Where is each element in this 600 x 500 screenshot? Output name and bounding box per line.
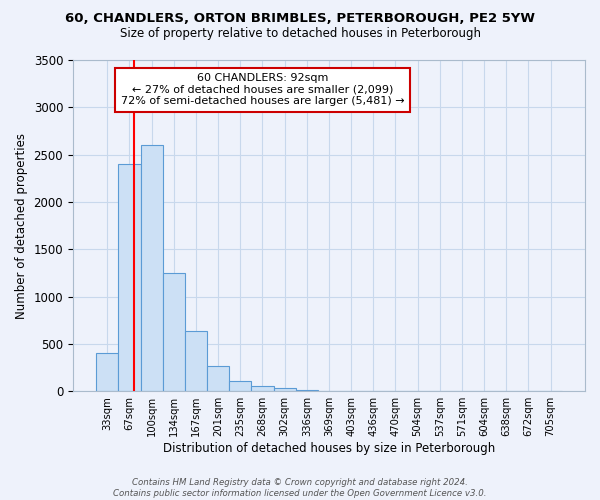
Bar [140, 145, 163, 391]
X-axis label: Distribution of detached houses by size in Peterborough: Distribution of detached houses by size … [163, 442, 495, 455]
Bar [185, 330, 207, 391]
Bar [229, 381, 251, 391]
Bar [163, 273, 185, 391]
Text: Contains HM Land Registry data © Crown copyright and database right 2024.
Contai: Contains HM Land Registry data © Crown c… [113, 478, 487, 498]
Bar [207, 366, 229, 391]
Bar [296, 390, 318, 391]
Text: 60 CHANDLERS: 92sqm
← 27% of detached houses are smaller (2,099)
72% of semi-det: 60 CHANDLERS: 92sqm ← 27% of detached ho… [121, 73, 404, 106]
Bar [118, 164, 140, 391]
Text: Size of property relative to detached houses in Peterborough: Size of property relative to detached ho… [119, 28, 481, 40]
Bar [251, 386, 274, 391]
Bar [274, 388, 296, 391]
Bar [96, 354, 118, 391]
Y-axis label: Number of detached properties: Number of detached properties [15, 132, 28, 318]
Text: 60, CHANDLERS, ORTON BRIMBLES, PETERBOROUGH, PE2 5YW: 60, CHANDLERS, ORTON BRIMBLES, PETERBORO… [65, 12, 535, 26]
